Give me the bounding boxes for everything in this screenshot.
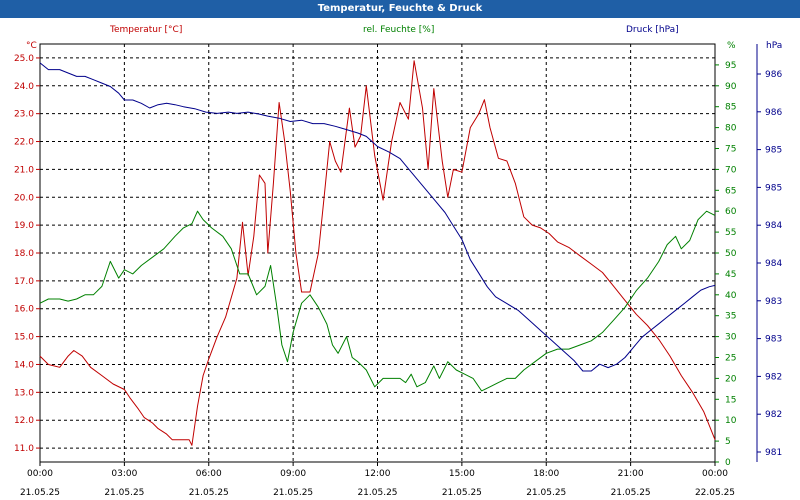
hum-tick-label: 15 — [725, 395, 736, 405]
legend-temperature: Temperatur [°C] — [109, 25, 182, 35]
pres-tick-label: 982 — [765, 410, 782, 420]
x-tick-time: 18:00 — [533, 469, 559, 479]
temp-tick-label: 19.0 — [14, 221, 34, 231]
hum-tick-label: 0 — [725, 458, 731, 468]
pres-tick-label: 986 — [765, 70, 782, 80]
x-tick-date: 21.05.25 — [104, 488, 144, 498]
humidity-unit-label: % — [727, 41, 736, 51]
temp-tick-label: 14.0 — [14, 360, 34, 370]
x-tick-time: 06:00 — [196, 469, 222, 479]
pres-tick-label: 986 — [765, 108, 782, 118]
temp-tick-label: 17.0 — [14, 277, 34, 287]
x-tick-date: 22.05.25 — [695, 488, 735, 498]
hum-tick-label: 30 — [725, 333, 737, 343]
x-tick-date: 21.05.25 — [442, 488, 482, 498]
hum-tick-label: 55 — [725, 228, 736, 238]
hum-tick-label: 65 — [725, 186, 736, 196]
hum-tick-label: 20 — [725, 374, 737, 384]
pres-tick-label: 981 — [765, 448, 782, 458]
temp-tick-label: 25.0 — [14, 54, 34, 64]
x-tick-date: 21.05.25 — [20, 488, 60, 498]
pressure-line — [39, 62, 716, 372]
temp-tick-label: 21.0 — [14, 165, 34, 175]
hum-tick-label: 60 — [725, 207, 737, 217]
series-lines — [39, 60, 716, 446]
chart-grid — [39, 44, 716, 462]
pressure-axis: 986 986 985 985 984 984 983 983 982 982 981 — [756, 44, 782, 462]
humidity-line — [39, 210, 716, 392]
hum-tick-label: 50 — [725, 249, 737, 259]
x-tick-time: 12:00 — [365, 469, 391, 479]
pres-tick-label: 985 — [765, 183, 782, 193]
pres-tick-label: 984 — [765, 221, 782, 231]
temp-tick-label: 24.0 — [14, 82, 34, 92]
temperature-unit-label: °C — [26, 41, 37, 51]
x-tick-time: 03:00 — [111, 469, 137, 479]
legend-humidity: rel. Feuchte [%] — [363, 25, 434, 35]
x-tick-time: 21:00 — [618, 469, 644, 479]
temperature-line — [39, 60, 716, 446]
hum-tick-label: 95 — [725, 61, 736, 71]
x-tick-date: 21.05.25 — [611, 488, 651, 498]
temp-tick-label: 23.0 — [14, 110, 34, 120]
hum-tick-label: 85 — [725, 103, 736, 113]
temp-tick-label: 20.0 — [14, 193, 34, 203]
hum-tick-label: 45 — [725, 270, 736, 280]
x-tick-date: 21.05.25 — [357, 488, 397, 498]
chart-canvas: °C % hPa Temperatur [°C] rel. Feuchte [%… — [14, 25, 782, 498]
temp-tick-label: 13.0 — [14, 388, 34, 398]
pres-tick-label: 984 — [765, 259, 782, 269]
x-tick-date: 21.05.25 — [273, 488, 313, 498]
temp-tick-label: 22.0 — [14, 138, 34, 148]
temp-tick-label: 12.0 — [14, 416, 34, 426]
x-tick-time: 15:00 — [449, 469, 475, 479]
temp-tick-label: 11.0 — [14, 444, 34, 454]
hum-tick-label: 25 — [725, 354, 736, 364]
hum-tick-label: 40 — [725, 291, 737, 301]
temp-tick-label: 15.0 — [14, 333, 34, 343]
pres-tick-label: 982 — [765, 372, 782, 382]
hum-tick-label: 5 — [725, 437, 731, 447]
hum-tick-label: 35 — [725, 312, 736, 322]
x-tick-date: 21.05.25 — [189, 488, 229, 498]
pres-tick-label: 983 — [765, 297, 782, 307]
legend-pressure: Druck [hPa] — [626, 25, 679, 35]
x-tick-time: 00:00 — [702, 469, 728, 479]
pres-tick-label: 985 — [765, 146, 782, 156]
temp-tick-label: 18.0 — [14, 249, 34, 259]
x-tick-time: 00:00 — [27, 469, 53, 479]
hum-tick-label: 70 — [725, 165, 737, 175]
hum-tick-label: 80 — [725, 124, 737, 134]
pressure-unit-label: hPa — [766, 41, 782, 51]
hum-tick-label: 10 — [725, 416, 737, 426]
window-title: Temperatur, Feuchte & Druck — [0, 0, 800, 18]
time-axis: 00:00 21.05.25 03:00 21.05.25 06:00 21.05.25 0… — [20, 462, 735, 498]
temperature-axis: 25.0 24.0 23.0 22.0 21.0 20.0 19.0 18.0 17.0 16.0… — [14, 54, 40, 454]
x-tick-time: 09:00 — [280, 469, 306, 479]
temp-tick-label: 16.0 — [14, 305, 34, 315]
x-tick-date: 21.05.25 — [526, 488, 566, 498]
pres-tick-label: 983 — [765, 335, 782, 345]
hum-tick-label: 75 — [725, 145, 736, 155]
hum-tick-label: 90 — [725, 82, 737, 92]
